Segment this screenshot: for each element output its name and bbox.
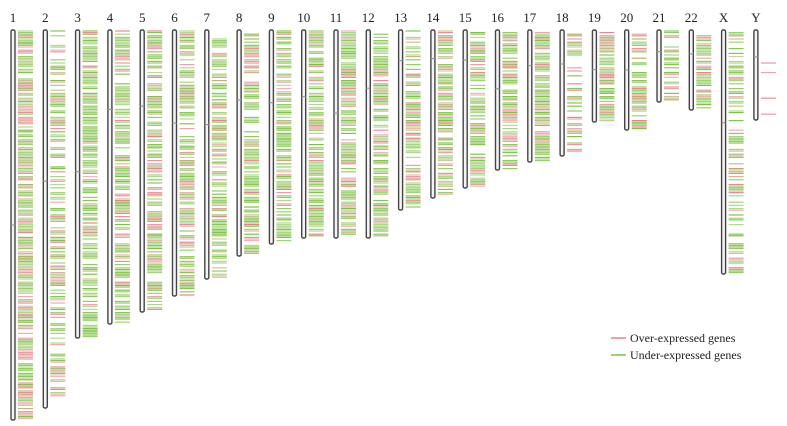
chromosome-17: 17	[523, 10, 550, 163]
legend-over-label: Over-expressed genes	[630, 331, 736, 345]
chromosome-12: 12	[362, 10, 389, 239]
chromosome-label: 14	[426, 10, 440, 25]
chromosome-5: 5	[139, 10, 163, 313]
chromosome-8: 8	[236, 10, 260, 257]
chromosome-label: 3	[74, 10, 81, 25]
chromosome-y: Y	[751, 10, 776, 121]
chromosome-label: 2	[42, 10, 49, 25]
chromosome-body	[236, 29, 242, 257]
chromosome-7: 7	[204, 10, 227, 280]
chromosome-2: 2	[42, 10, 66, 409]
chromosome-20: 20	[620, 10, 647, 131]
chromosome-body	[139, 29, 145, 313]
chromosome-label: 4	[107, 10, 114, 25]
chromosome-body	[204, 29, 210, 280]
chromosome-body	[42, 29, 48, 409]
chromosome-body	[688, 29, 694, 111]
chromosome-body	[107, 29, 113, 325]
chromosome-label: 16	[491, 10, 505, 25]
chromosome-body	[527, 29, 533, 163]
chromosome-label: 5	[139, 10, 146, 25]
chromosome-body	[753, 29, 759, 121]
chromosome-body	[268, 29, 275, 245]
chromosome-label: 20	[620, 10, 633, 25]
chromosome-14: 14	[426, 10, 453, 199]
chromosome-11: 11	[330, 10, 356, 239]
chromosome-body	[462, 29, 468, 189]
chromosome-body	[430, 29, 436, 199]
chromosome-1: 1	[10, 10, 33, 421]
chromosome-body	[494, 29, 501, 171]
chromosome-label: 12	[362, 10, 375, 25]
chromosome-body	[333, 29, 339, 239]
chromosome-label: 1	[10, 10, 17, 25]
chromosome-10: 10	[297, 10, 324, 239]
chromosomes: 1 2 3 4 5 6 7 8 9 10 11 12 13 14 15 16 17 18 19 20 21 22 X Y	[10, 10, 776, 421]
chromosome-label: 21	[653, 10, 666, 25]
chromosome-label: 7	[204, 10, 211, 25]
chromosome-body	[591, 29, 598, 123]
chromosome-3: 3	[74, 10, 98, 339]
chromosome-label: X	[719, 10, 729, 25]
chromosome-label: 19	[588, 10, 601, 25]
chromosome-label: 6	[171, 10, 178, 25]
chromosome-label: 18	[556, 10, 569, 25]
chromosome-18: 18	[556, 10, 583, 157]
chromosome-13: 13	[394, 10, 421, 211]
chromosome-9: 9	[268, 10, 292, 245]
chromosome-label: 9	[268, 10, 275, 25]
chromosome-6: 6	[171, 10, 195, 297]
legend-under-label: Under-expressed genes	[630, 348, 742, 362]
chromosome-21: 21	[653, 10, 679, 103]
chromosome-label: 15	[459, 10, 472, 25]
chromosome-body	[559, 29, 565, 157]
chromosome-label: 10	[297, 10, 310, 25]
chromosome-x: X	[719, 10, 744, 275]
chromosome-body	[720, 29, 727, 275]
chromosome-body	[656, 29, 662, 103]
chromosome-label: 8	[236, 10, 243, 25]
legend: Over-expressed genes Under-expressed gen…	[611, 331, 742, 362]
chromosome-body	[74, 29, 81, 339]
chromosome-19: 19	[588, 10, 615, 123]
chromosome-label: 13	[394, 10, 407, 25]
chromosome-15: 15	[459, 10, 486, 189]
chromosome-label: 11	[330, 10, 343, 25]
chromosome-body	[624, 29, 630, 131]
chromosome-body	[301, 29, 307, 239]
chromosome-body	[365, 29, 371, 239]
chromosome-4: 4	[107, 10, 130, 325]
chromosome-label: Y	[751, 10, 761, 25]
chromosome-16: 16	[491, 10, 518, 171]
chromosome-body	[171, 29, 178, 297]
chromosome-label: 22	[685, 10, 698, 25]
chromosome-body	[397, 29, 404, 211]
chromosome-label: 17	[523, 10, 537, 25]
chromosome-22: 22	[685, 10, 712, 111]
